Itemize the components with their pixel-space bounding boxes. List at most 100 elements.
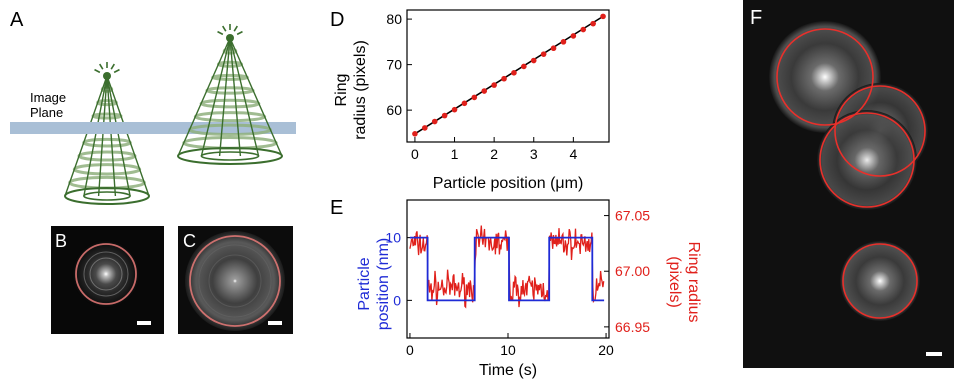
panel-d-point: [590, 20, 596, 27]
panel-d-point: [580, 26, 587, 33]
panel-d-point: [570, 33, 577, 39]
cone-left-glow: [99, 63, 104, 70]
cone-right-ray: [229, 37, 283, 157]
ring-c-inner: [198, 244, 272, 318]
panel-d-xaxis: 0 1 2 3 4: [411, 137, 577, 162]
panel-d-xlabel: Particle position (μm): [433, 175, 584, 192]
ring-pattern-c: [185, 231, 285, 331]
cone-right-apex: [226, 34, 234, 42]
cone-left-ring: [77, 150, 137, 162]
panel-d-xtick-label: 2: [490, 146, 498, 162]
fit-circle-f1: [776, 28, 874, 126]
panel-d-point: [461, 100, 468, 107]
panel-d-frame: [406, 9, 610, 143]
panel-e-yaxis-right: 67.05 67.00 66.95: [604, 208, 650, 335]
cone-left-base: [64, 187, 150, 205]
panel-d-xtick-label: 3: [530, 146, 538, 162]
ring-b-inner2: [89, 257, 123, 291]
cone-right-ray: [200, 37, 231, 157]
cone-left-ray: [106, 75, 150, 197]
cone-right-ring: [211, 73, 249, 81]
panel-b-letter: B: [55, 231, 67, 251]
panel-d-point: [600, 13, 606, 20]
cone-right-ray: [218, 37, 231, 157]
cone-left-ray: [106, 75, 131, 197]
panel-d-point: [491, 82, 497, 88]
panel-d-point: [481, 88, 488, 94]
cone-left-ring: [91, 112, 123, 120]
cone-right-glow: [233, 25, 238, 32]
cone-right-base: [177, 147, 283, 165]
panel-e-frame: [406, 199, 610, 339]
image-plane-label-line1: Image: [30, 90, 66, 105]
panel-d-point: [530, 57, 537, 64]
panel-e: E Particle position (nm) Ring radius (pi…: [330, 197, 702, 379]
cone-left-ring: [82, 137, 132, 148]
panel-d-point: [412, 131, 418, 137]
panel-d-xtick-label: 1: [451, 146, 459, 162]
image-plane-label-line2: Plane: [30, 105, 63, 120]
panel-e-ytick-right-label: 66.95: [615, 319, 650, 335]
panel-d-point: [550, 45, 557, 52]
cone-left-ring: [72, 163, 142, 176]
panel-d-ylabel-line2: radius (pixels): [352, 40, 369, 140]
panel-e-xlabel: Time (s): [479, 362, 537, 379]
panel-a: A Image Plane: [10, 9, 296, 205]
panel-d-point: [451, 106, 458, 113]
cone-right-ring: [182, 136, 278, 150]
cone-left-glow: [113, 68, 120, 74]
cone-right-glow: [222, 25, 227, 32]
cone-left-glow: [110, 63, 115, 70]
panel-e-ylabel-left-line2: position (nm): [375, 238, 392, 330]
cone-left-ray: [97, 75, 108, 197]
panel-d-xtick-label: 0: [411, 146, 419, 162]
fit-circle-f2: [834, 85, 926, 177]
ring-pattern-f4: [840, 241, 920, 321]
cone-right-ray: [229, 37, 260, 157]
panel-f: F: [743, 0, 954, 368]
panel-e-xaxis: 0 10 20: [406, 333, 614, 358]
ring-pattern-b: [72, 240, 140, 308]
panel-d-point: [431, 118, 438, 125]
panel-d-xtick-label: 4: [569, 146, 577, 162]
panel-d-yaxis: 60 70 80: [386, 11, 412, 118]
panel-e-ytick-left-label: 10: [385, 230, 401, 246]
cone-left-base-inner: [83, 191, 131, 201]
cone-right-ring: [205, 86, 255, 95]
panel-e-ring-radius-trace: [409, 225, 605, 309]
scale-bar-b: [137, 321, 151, 325]
cone-right-base-inner: [200, 151, 260, 161]
panel-d-point: [441, 112, 448, 119]
cone-right-ray: [229, 37, 242, 157]
panel-e-ylabel-right-line1: Ring radius: [685, 242, 702, 323]
fit-circle-b: [75, 243, 137, 305]
panel-d-point: [521, 63, 527, 70]
panel-e-ytick-right-label: 67.00: [615, 263, 650, 279]
panel-d-marks: [412, 13, 606, 137]
cone-left-ring: [68, 175, 146, 190]
panel-d-ytick-label: 80: [386, 11, 402, 27]
ring-b-inner: [83, 251, 129, 297]
panel-d-ytick-label: 60: [386, 102, 402, 118]
panel-d-ytick-label: 70: [386, 57, 402, 73]
cone-left-ring: [96, 99, 118, 107]
cone-right-ring: [193, 111, 267, 123]
panel-d-point: [422, 125, 428, 131]
scale-bar-c: [268, 321, 282, 325]
panel-e-ytick-right-label: 67.05: [615, 208, 650, 224]
cone-right-ring: [216, 60, 244, 68]
panel-e-ytick-left-label: 0: [393, 292, 401, 308]
ring-pattern-f3: [817, 110, 917, 210]
panel-d-point: [511, 70, 517, 76]
cone-left-apex: [103, 72, 111, 80]
fit-circle-f4: [842, 243, 918, 319]
cone-left-ray: [106, 75, 117, 197]
panel-d-ylabel: Ring radius (pixels): [333, 40, 369, 140]
panel-d-point: [501, 75, 507, 82]
panel-e-xtick-label: 20: [598, 342, 614, 358]
ring-c-inner2: [208, 254, 262, 308]
panel-e-xtick-label: 10: [500, 342, 516, 358]
cone-left-ray: [83, 75, 108, 197]
cone-right-glow: [236, 30, 243, 36]
panel-e-particle-position-step: [409, 236, 605, 302]
